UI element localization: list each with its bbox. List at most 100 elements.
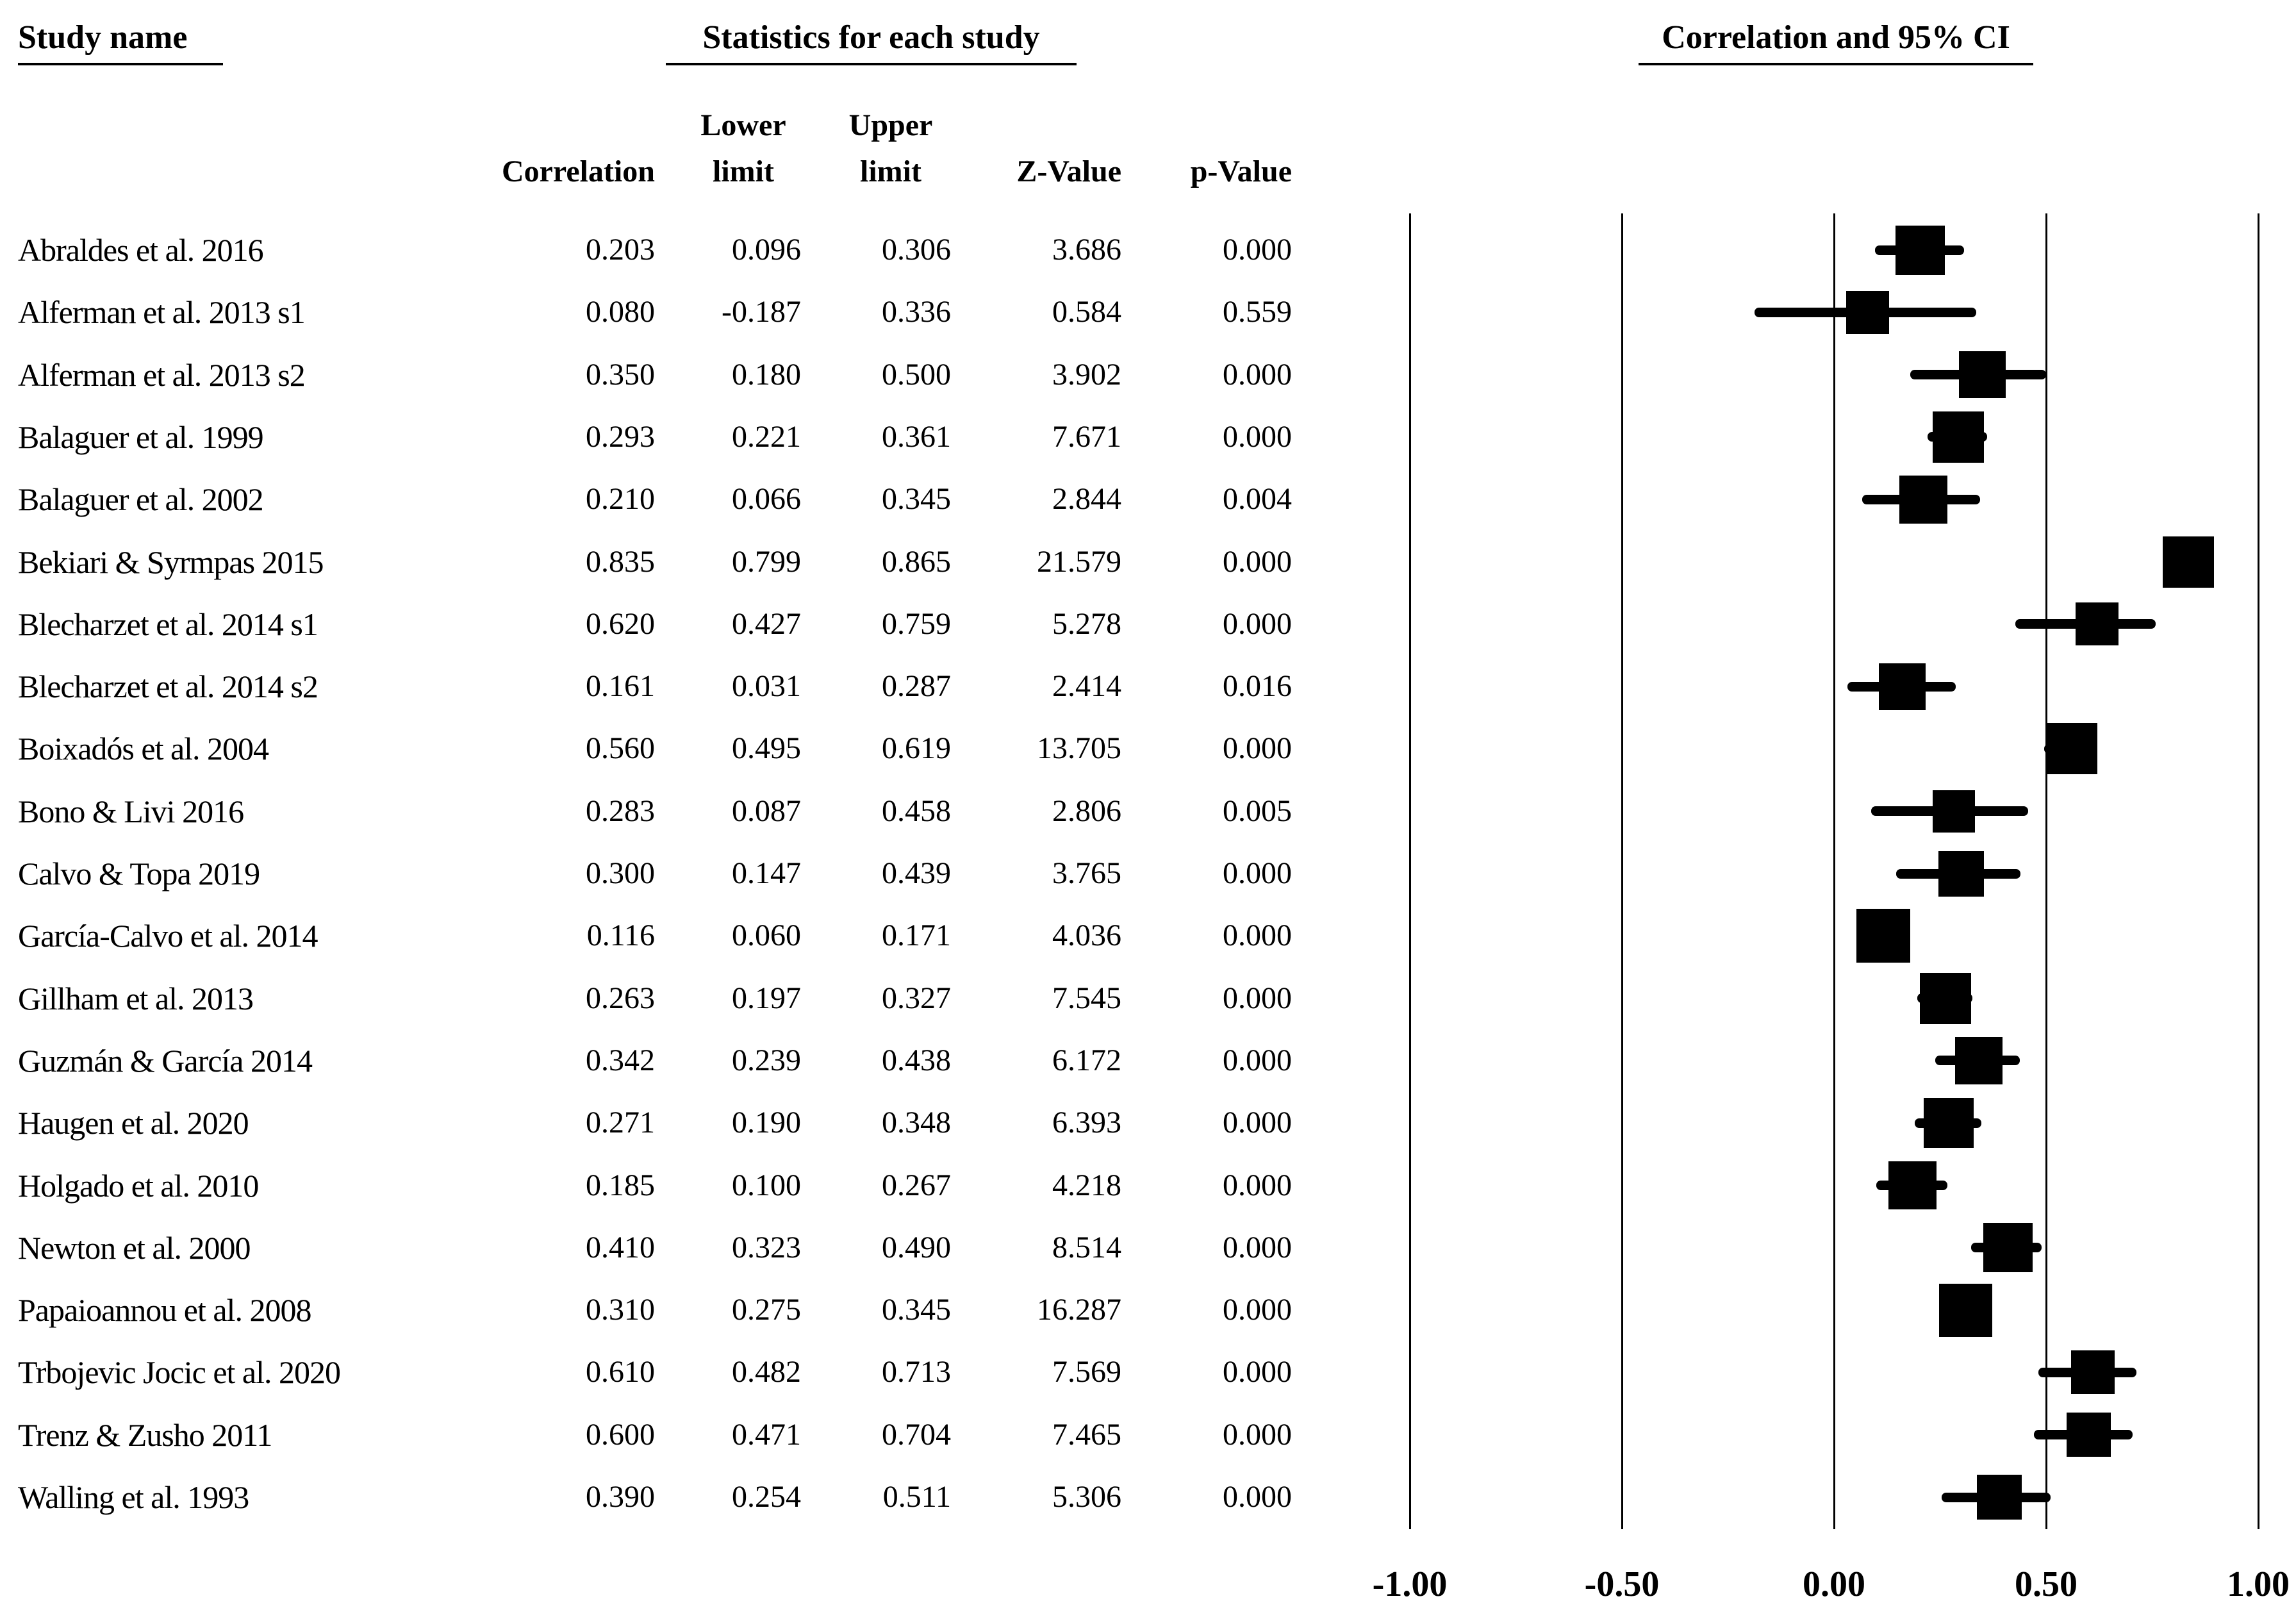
p-value-cell: 0.000 (1223, 419, 1292, 454)
axis-tick-label: 0.00 (1803, 1564, 1865, 1604)
effect-size-marker (1977, 1475, 2022, 1520)
z-value-cell: 3.902 (1052, 357, 1121, 392)
p-value-column-header: p-Value (1190, 154, 1292, 188)
statistics-header: Statistics for each study (666, 18, 1077, 65)
axis-tick-label: -1.00 (1372, 1564, 1448, 1604)
upper-limit-cell: 0.306 (882, 233, 951, 267)
study-name-cell: Newton et al. 2000 (18, 1229, 251, 1266)
upper-limit-cell: 0.438 (882, 1043, 951, 1077)
upper-limit-cell: 0.327 (882, 981, 951, 1015)
axis-tick-label: -0.50 (1584, 1564, 1660, 1604)
lower-limit-cell: 0.254 (732, 1480, 801, 1514)
z-value-cell: 0.584 (1052, 295, 1121, 329)
z-value-cell: 5.278 (1052, 606, 1121, 641)
z-value-cell: 2.806 (1052, 793, 1121, 828)
p-value-cell: 0.000 (1223, 544, 1292, 579)
p-value-cell: 0.004 (1223, 482, 1292, 517)
upper-limit-cell: 0.619 (882, 731, 951, 766)
axis-gridline (2257, 213, 2259, 1529)
effect-size-marker (1938, 1283, 1992, 1337)
study-name-cell: García-Calvo et al. 2014 (18, 918, 318, 954)
p-value-cell: 0.000 (1223, 1293, 1292, 1327)
lower-limit-cell: 0.427 (732, 606, 801, 641)
upper-limit-cell: 0.713 (882, 1355, 951, 1389)
z-value-cell: 4.036 (1052, 918, 1121, 953)
study-name-cell: Trbojevic Jocic et al. 2020 (18, 1354, 341, 1391)
correlation-cell: 0.203 (586, 233, 655, 267)
p-value-cell: 0.559 (1223, 295, 1292, 329)
upper-limit-cell: 0.348 (882, 1106, 951, 1140)
p-value-cell: 0.000 (1223, 606, 1292, 641)
correlation-cell: 0.410 (586, 1230, 655, 1265)
z-value-cell: 13.705 (1037, 731, 1121, 766)
z-value-cell: 7.671 (1052, 419, 1121, 454)
correlation-cell: 0.283 (586, 793, 655, 828)
lower-limit-cell: 0.147 (732, 856, 801, 890)
correlation-cell: 0.293 (586, 419, 655, 454)
p-value-cell: 0.005 (1223, 793, 1292, 828)
lower-limit-cell: 0.482 (732, 1355, 801, 1389)
p-value-cell: 0.000 (1223, 856, 1292, 890)
correlation-cell: 0.116 (586, 918, 655, 953)
lower-limit-cell: 0.239 (732, 1043, 801, 1077)
effect-size-marker (2075, 602, 2118, 646)
upper-limit-cell: 0.439 (882, 856, 951, 890)
axis-gridline (1621, 213, 1623, 1529)
lower-limit-cell: 0.275 (732, 1293, 801, 1327)
upper-limit-cell: 0.345 (882, 482, 951, 517)
lower-limit-cell: 0.066 (732, 482, 801, 517)
lower-limit-cell: 0.495 (732, 731, 801, 766)
study-name-cell: Alferman et al. 2013 s1 (18, 294, 306, 331)
upper-limit-cell: 0.490 (882, 1230, 951, 1265)
study-name-cell: Balaguer et al. 2002 (18, 481, 264, 518)
correlation-cell: 0.342 (586, 1043, 655, 1077)
z-value-cell: 3.686 (1052, 233, 1121, 267)
p-value-cell: 0.000 (1223, 1168, 1292, 1202)
p-value-cell: 0.000 (1223, 1230, 1292, 1265)
effect-size-marker (2070, 1350, 2115, 1395)
correlation-cell: 0.310 (586, 1293, 655, 1327)
lower-limit-cell: 0.221 (732, 419, 801, 454)
z-value-cell: 3.765 (1052, 856, 1121, 890)
study-name-cell: Blecharzet et al. 2014 s1 (18, 606, 318, 642)
study-name-cell: Alferman et al. 2013 s2 (18, 356, 306, 393)
upper-limit-cell: 0.361 (882, 419, 951, 454)
correlation-cell: 0.560 (586, 731, 655, 766)
upper-limit-cell: 0.345 (882, 1293, 951, 1327)
lower-limit-cell: -0.187 (722, 295, 801, 329)
correlation-cell: 0.271 (586, 1106, 655, 1140)
upper-limit-cell: 0.759 (882, 606, 951, 641)
study-name-cell: Blecharzet et al. 2014 s2 (18, 668, 318, 705)
correlation-cell: 0.300 (586, 856, 655, 890)
effect-size-marker (1888, 1161, 1937, 1209)
plot-title-header: Correlation and 95% CI (1639, 18, 2033, 65)
correlation-cell: 0.210 (586, 482, 655, 517)
p-value-cell: 0.016 (1223, 669, 1292, 704)
p-value-cell: 0.000 (1223, 918, 1292, 953)
correlation-cell: 0.620 (586, 606, 655, 641)
z-value-cell: 4.218 (1052, 1168, 1121, 1202)
p-value-cell: 0.000 (1223, 1417, 1292, 1452)
effect-size-marker (1879, 663, 1926, 710)
z-value-cell: 16.287 (1037, 1293, 1121, 1327)
study-name-cell: Haugen et al. 2020 (18, 1105, 249, 1141)
correlation-cell: 0.080 (586, 295, 655, 329)
effect-size-marker (1899, 475, 1947, 524)
z-value-cell: 2.414 (1052, 669, 1121, 704)
p-value-cell: 0.000 (1223, 1106, 1292, 1140)
z-value-cell: 7.465 (1052, 1417, 1121, 1452)
z-value-cell: 21.579 (1037, 544, 1121, 579)
lower-limit-cell: 0.323 (732, 1230, 801, 1265)
z-value-cell: 5.306 (1052, 1480, 1121, 1514)
p-value-cell: 0.000 (1223, 1480, 1292, 1514)
effect-size-marker (1920, 972, 1972, 1024)
axis-gridline (1833, 213, 1835, 1529)
correlation-column-header: Correlation (501, 154, 655, 188)
z-value-cell: 7.569 (1052, 1355, 1121, 1389)
upper-limit-cell: 0.171 (882, 918, 951, 953)
lower-limit-cell: 0.087 (732, 793, 801, 828)
lower-limit-cell: 0.031 (732, 669, 801, 704)
z-value-cell: 2.844 (1052, 482, 1121, 517)
study-name-cell: Balaguer et al. 1999 (18, 419, 264, 455)
